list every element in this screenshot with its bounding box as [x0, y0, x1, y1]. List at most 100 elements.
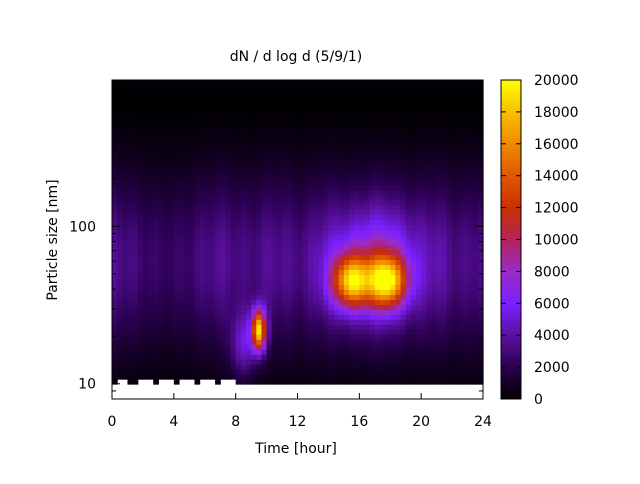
heatmap-cell [189, 254, 196, 261]
heatmap-cell [390, 379, 396, 385]
heatmap-cell [148, 299, 154, 305]
heatmap-cell [421, 279, 427, 285]
heatmap-cell [349, 209, 355, 216]
heatmap-cell [220, 364, 226, 370]
heatmap-cell [410, 204, 417, 211]
heatmap-cell [369, 379, 376, 385]
heatmap-cell [215, 264, 221, 270]
heatmap-cell [354, 199, 360, 206]
heatmap-cell [462, 324, 469, 330]
heatmap-cell [173, 264, 180, 270]
heatmap-cell [261, 80, 268, 86]
heatmap-cell [379, 314, 386, 320]
heatmap-cell [343, 134, 350, 141]
heatmap-cell [163, 329, 170, 335]
heatmap-cell [220, 209, 226, 216]
heatmap-cell [266, 254, 273, 261]
heatmap-cell [256, 199, 263, 206]
heatmap-cell [266, 229, 273, 236]
heatmap-cell [390, 129, 396, 136]
heatmap-cell [421, 89, 427, 96]
heatmap-cell [343, 374, 350, 380]
heatmap-cell [349, 129, 355, 136]
heatmap-cell [349, 124, 355, 131]
heatmap-cell [354, 244, 360, 251]
heatmap-cell [204, 344, 211, 350]
heatmap-cell [148, 219, 154, 226]
heatmap-cell [276, 369, 283, 375]
heatmap-cell [385, 259, 391, 266]
heatmap-cell [287, 344, 293, 350]
heatmap-cell [292, 329, 299, 335]
heatmap-cell [276, 279, 283, 285]
heatmap-cell [137, 164, 144, 171]
heatmap-cell [184, 99, 190, 106]
heatmap-cell [431, 119, 438, 126]
heatmap-cell [199, 334, 206, 340]
heatmap-cell [142, 164, 149, 171]
heatmap-cell [431, 294, 438, 300]
heatmap-cell [127, 329, 134, 335]
heatmap-cell [240, 214, 247, 221]
heatmap-cell [426, 344, 433, 350]
heatmap-cell [416, 139, 422, 146]
heatmap-cell [379, 139, 386, 146]
heatmap-cell [209, 189, 216, 196]
heatmap-cell [323, 104, 330, 111]
heatmap-cell [168, 109, 175, 116]
heatmap-cell [292, 274, 299, 280]
heatmap-cell [343, 214, 350, 221]
colorbar-tick-label: 16000 [534, 137, 579, 153]
heatmap-cell [472, 374, 479, 380]
colorbar-tick-label: 18000 [534, 105, 579, 121]
heatmap-cell [168, 274, 175, 280]
heatmap-cell [343, 189, 350, 196]
heatmap-cell [426, 364, 433, 370]
heatmap-cell [379, 119, 386, 126]
heatmap-cell [446, 139, 453, 146]
heatmap-cell [400, 124, 407, 131]
heatmap-cell [153, 164, 159, 171]
heatmap-cell [405, 334, 412, 340]
heatmap-cell [390, 329, 396, 335]
heatmap-cell [323, 114, 330, 121]
heatmap-cell [132, 179, 139, 186]
heatmap-cell [117, 154, 123, 161]
heatmap-cell [441, 354, 448, 360]
heatmap-cell [240, 344, 247, 350]
heatmap-cell [158, 224, 165, 231]
heatmap-cell [395, 159, 402, 166]
heatmap-cell [369, 339, 376, 345]
heatmap-cell [173, 104, 180, 111]
heatmap-cell [410, 209, 417, 216]
heatmap-cell [163, 154, 170, 161]
heatmap-cell [209, 269, 216, 275]
heatmap-cell [194, 104, 201, 111]
heatmap-cell [245, 169, 252, 176]
heatmap-cell [225, 349, 232, 355]
heatmap-cell [421, 249, 427, 256]
heatmap-cell [215, 299, 221, 305]
heatmap-cell [349, 379, 355, 385]
heatmap-cell [385, 174, 391, 181]
heatmap-cell [421, 329, 427, 335]
heatmap-cell [220, 309, 226, 315]
heatmap-cell [307, 309, 314, 315]
heatmap-cell [261, 199, 268, 206]
heatmap-cell [343, 229, 350, 236]
heatmap-cell [251, 139, 257, 146]
heatmap-cell [410, 364, 417, 370]
heatmap-cell [426, 119, 433, 126]
heatmap-cell [457, 319, 463, 325]
heatmap-cell [148, 154, 154, 161]
heatmap-cell [132, 184, 139, 191]
heatmap-cell [240, 229, 247, 236]
heatmap-cell [462, 174, 469, 181]
heatmap-cell [117, 254, 123, 261]
heatmap-cell [369, 354, 376, 360]
heatmap-cell [137, 104, 144, 111]
heatmap-cell [328, 224, 335, 231]
heatmap-cell [127, 309, 134, 315]
heatmap-cell [168, 239, 175, 246]
heatmap-cell [385, 314, 391, 320]
